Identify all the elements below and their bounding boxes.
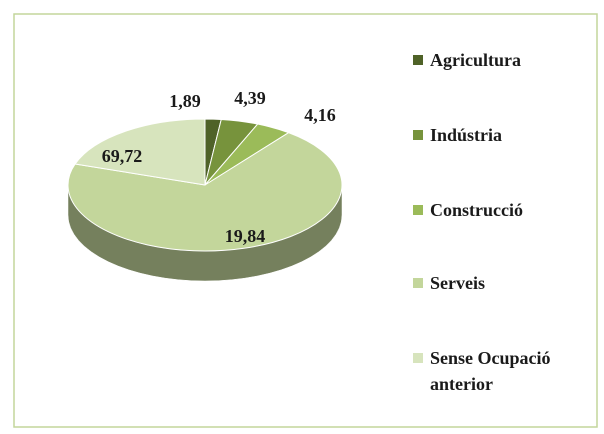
legend-swatch [413, 55, 423, 65]
legend-item: Sense Ocupació anterior [413, 345, 588, 397]
legend-swatch [413, 130, 423, 140]
pie-slice [74, 118, 206, 186]
legend-swatch [413, 353, 423, 363]
legend-item: Serveis [413, 270, 588, 296]
legend-item: Construcció [413, 197, 588, 223]
legend-swatch [413, 278, 423, 288]
legend-label: Sense Ocupació anterior [430, 348, 551, 394]
data-label: 4,16 [304, 105, 336, 125]
legend-label: Agricultura [430, 50, 521, 70]
data-label: 69,72 [102, 146, 143, 166]
legend-swatch [413, 205, 423, 215]
legend-label: Indústria [430, 125, 503, 145]
legend-label: Construcció [430, 200, 523, 220]
data-label: 19,84 [225, 226, 266, 246]
data-label: 4,39 [234, 88, 266, 108]
legend-label: Serveis [430, 273, 485, 293]
data-label: 1,89 [169, 91, 201, 111]
legend-item: Indústria [413, 122, 588, 148]
pie-slice [67, 132, 343, 252]
legend-item: Agricultura [413, 47, 588, 73]
